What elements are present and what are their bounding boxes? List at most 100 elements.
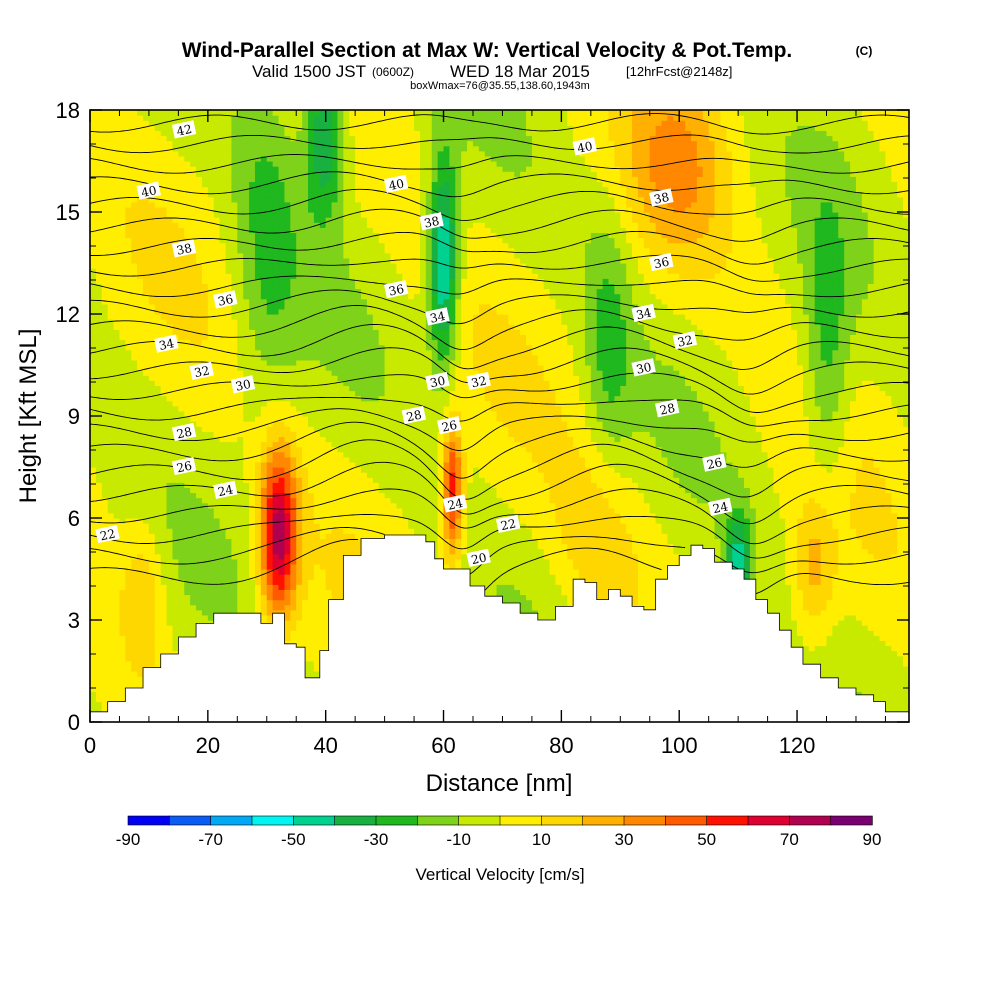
- w-cell: [296, 354, 303, 361]
- w-cell: [143, 247, 150, 254]
- w-cell: [113, 242, 121, 249]
- w-cell: [154, 410, 162, 417]
- w-cell: [225, 441, 233, 448]
- w-cell: [201, 242, 209, 249]
- w-cell: [272, 370, 280, 376]
- w-cell: [148, 395, 156, 402]
- w-cell: [296, 385, 303, 392]
- w-cell: [254, 196, 262, 203]
- w-cell: [101, 217, 109, 223]
- w-cell: [207, 477, 215, 483]
- w-cell: [284, 359, 291, 366]
- w-cell: [196, 441, 203, 448]
- w-cell: [331, 538, 339, 545]
- w-cell: [243, 222, 250, 228]
- w-cell: [125, 431, 132, 437]
- w-cell: [243, 410, 250, 417]
- w-cell: [296, 115, 303, 121]
- w-cell: [119, 589, 126, 596]
- w-cell: [325, 589, 333, 596]
- w-cell: [231, 609, 238, 616]
- w-cell: [302, 349, 309, 356]
- w-cell: [148, 237, 156, 244]
- w-cell: [172, 635, 179, 641]
- w-cell: [113, 247, 121, 254]
- w-cell: [243, 166, 250, 172]
- w-cell: [201, 431, 209, 437]
- w-cell: [290, 548, 297, 555]
- w-cell: [160, 543, 168, 550]
- w-cell: [90, 344, 97, 351]
- w-cell: [207, 155, 215, 162]
- w-cell: [190, 477, 197, 483]
- w-cell: [284, 110, 291, 116]
- w-cell: [143, 237, 150, 244]
- w-cell: [319, 201, 327, 208]
- w-cell: [201, 359, 209, 366]
- w-cell: [95, 650, 103, 657]
- w-cell: [290, 227, 297, 233]
- w-cell: [331, 416, 339, 422]
- w-cell: [225, 242, 233, 249]
- w-cell: [113, 635, 121, 641]
- w-cell: [290, 370, 297, 376]
- w-cell: [101, 171, 109, 177]
- w-cell: [207, 227, 215, 233]
- w-cell: [125, 268, 132, 274]
- w-cell: [284, 186, 291, 193]
- w-cell: [266, 579, 274, 585]
- w-cell: [278, 232, 286, 239]
- w-cell: [101, 630, 109, 636]
- w-cell: [313, 671, 321, 677]
- w-cell: [190, 110, 197, 116]
- w-cell: [166, 579, 174, 585]
- w-cell: [272, 594, 280, 601]
- w-cell: [266, 288, 274, 295]
- w-cell: [125, 293, 132, 300]
- w-cell: [196, 212, 203, 218]
- w-cell: [148, 518, 156, 524]
- w-cell: [319, 421, 327, 427]
- w-cell: [225, 222, 233, 228]
- w-cell: [325, 314, 333, 320]
- w-cell: [125, 400, 132, 407]
- w-cell: [266, 242, 274, 249]
- w-cell: [95, 110, 103, 116]
- w-cell: [207, 385, 215, 392]
- w-cell: [260, 308, 268, 315]
- w-cell: [131, 212, 138, 218]
- w-cell: [207, 620, 215, 626]
- w-cell: [184, 359, 191, 366]
- w-cell: [113, 288, 121, 295]
- w-cell: [154, 574, 162, 580]
- w-cell: [213, 288, 221, 295]
- w-cell: [137, 609, 144, 616]
- w-cell: [308, 405, 315, 412]
- w-cell: [219, 365, 227, 371]
- w-cell: [190, 518, 197, 524]
- w-cell: [308, 191, 315, 198]
- w-cell: [319, 625, 327, 631]
- w-cell: [284, 390, 291, 397]
- w-cell: [196, 451, 203, 458]
- w-cell: [154, 263, 162, 269]
- w-cell: [331, 477, 339, 483]
- w-cell: [137, 329, 144, 335]
- w-cell: [184, 441, 191, 448]
- w-cell: [131, 314, 138, 320]
- w-cell: [113, 696, 121, 703]
- w-cell: [296, 186, 303, 193]
- w-cell: [272, 278, 280, 284]
- w-cell: [119, 314, 126, 320]
- w-cell: [231, 120, 238, 126]
- w-cell: [331, 441, 339, 448]
- w-cell: [207, 196, 215, 203]
- w-cell: [290, 115, 297, 121]
- w-cell: [219, 558, 227, 565]
- w-cell: [249, 507, 256, 514]
- w-cell: [125, 201, 132, 208]
- w-cell: [254, 263, 262, 269]
- w-cell: [125, 206, 132, 213]
- w-cell: [266, 140, 274, 147]
- w-cell: [196, 191, 203, 198]
